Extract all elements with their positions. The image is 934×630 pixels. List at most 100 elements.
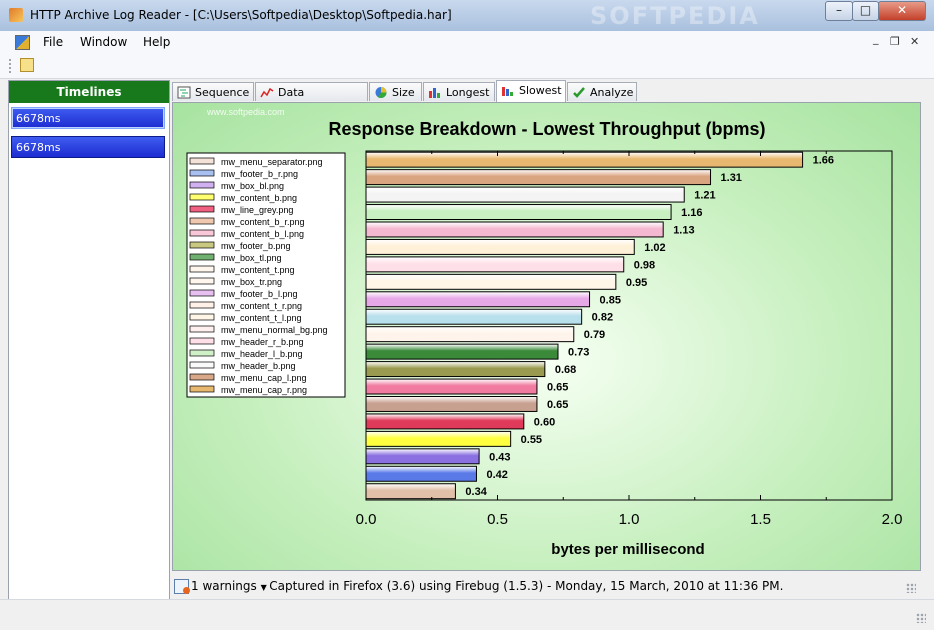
x-axis-label: bytes per millisecond — [551, 541, 704, 558]
close-button[interactable]: ✕ — [878, 1, 926, 21]
bar-value-label: 0.42 — [486, 469, 507, 481]
bar — [365, 326, 575, 343]
bar-value-label: 1.16 — [681, 207, 702, 219]
timeline-item[interactable]: 6678ms — [11, 107, 165, 129]
tab-label: Size — [392, 86, 415, 99]
tab-analyze[interactable]: Analyze — [567, 82, 637, 101]
mdi-child-icon — [15, 35, 30, 50]
legend-swatch — [189, 265, 215, 273]
bar — [365, 465, 477, 482]
toolbar — [0, 53, 934, 79]
legend-swatch — [189, 373, 215, 381]
timelines-header: Timelines — [9, 81, 169, 103]
bar — [365, 204, 672, 221]
legend-swatch — [189, 205, 215, 213]
capture-info: Captured in Firefox (3.6) using Firebug … — [269, 579, 784, 593]
open-file-icon[interactable] — [20, 58, 34, 72]
bar — [365, 396, 538, 412]
window-title: HTTP Archive Log Reader - [C:\Users\Soft… — [30, 8, 452, 22]
bar — [365, 361, 546, 378]
tab-longest[interactable]: Longest — [423, 82, 495, 101]
legend-swatch — [189, 181, 215, 189]
legend-label: mw_box_tl.png — [221, 253, 282, 263]
warning-badge-icon — [183, 587, 190, 594]
bar — [365, 483, 456, 500]
bar-value-label: 1.66 — [813, 155, 834, 167]
menu-file[interactable]: File — [43, 35, 64, 49]
bar — [365, 430, 512, 447]
bar-value-label: 0.85 — [600, 294, 621, 306]
warnings-dropdown[interactable]: 1 warnings — [191, 579, 257, 593]
maximize-button[interactable]: □ — [852, 1, 879, 21]
legend-label: mw_content_b_r.png — [221, 217, 305, 227]
mdi-minimize-button[interactable]: _ — [873, 32, 879, 45]
bar-value-label: 0.60 — [534, 416, 555, 428]
bottom-status-bar — [0, 599, 934, 630]
bar — [365, 151, 804, 168]
mdi-restore-button[interactable]: ❐ — [890, 35, 900, 48]
legend-swatch — [189, 313, 215, 321]
legend-label: mw_content_b_l.png — [221, 229, 304, 239]
chevron-down-icon[interactable]: ▼ — [260, 583, 270, 592]
legend-swatch — [189, 337, 215, 345]
bar-value-label: 0.34 — [465, 486, 487, 498]
legend-swatch — [189, 385, 215, 393]
legend-label: mw_content_t_r.png — [221, 301, 302, 311]
legend-label: mw_menu_separator.png — [221, 157, 323, 167]
bar-value-label: 0.43 — [489, 451, 510, 463]
legend-swatch — [189, 349, 215, 357]
legend-swatch — [189, 253, 215, 261]
resize-grip-icon[interactable] — [906, 583, 916, 593]
bar-value-label: 0.65 — [547, 382, 568, 394]
title-bar: HTTP Archive Log Reader - [C:\Users\Soft… — [0, 0, 934, 32]
menu-window[interactable]: Window — [80, 35, 128, 49]
bar-value-label: 0.65 — [547, 399, 568, 411]
bar-value-label: 0.82 — [592, 312, 613, 324]
legend-swatch — [189, 241, 215, 249]
timeline-item[interactable]: 6678ms — [11, 136, 165, 158]
legend-label: mw_content_t.png — [221, 265, 295, 275]
legend-swatch — [189, 277, 215, 285]
minimize-button[interactable]: – — [825, 1, 853, 21]
bar-value-label: 0.95 — [626, 277, 647, 289]
menu-help[interactable]: Help — [143, 35, 171, 49]
bar-value-label: 1.13 — [673, 224, 694, 236]
bar — [365, 238, 635, 255]
legend-label: mw_box_tr.png — [221, 277, 282, 287]
bar — [365, 378, 538, 395]
x-tick-label: 2.0 — [882, 511, 903, 528]
legend-swatch — [189, 169, 215, 177]
bar-chart-icon — [502, 87, 513, 96]
legend-swatch — [189, 193, 215, 201]
bar-value-label: 0.79 — [584, 329, 605, 341]
tab-label: Slowest — [519, 84, 562, 97]
bar — [365, 169, 712, 186]
resize-grip-icon[interactable] — [916, 613, 926, 623]
tab-label: Sequence — [195, 86, 250, 99]
legend-swatch — [189, 289, 215, 297]
legend-swatch — [189, 301, 215, 309]
legend-label: mw_menu_cap_l.png — [221, 373, 307, 383]
mdi-close-button[interactable]: ✕ — [910, 35, 920, 48]
tab-data-throughput[interactable]: Data Throughput — [255, 82, 368, 118]
bar-value-label: 0.68 — [555, 364, 576, 376]
legend-swatch — [189, 361, 215, 369]
bar — [365, 413, 525, 430]
bar — [365, 291, 591, 308]
sequence-icon — [177, 86, 191, 99]
bar-chart-icon — [429, 88, 440, 98]
menu-bar: File Window Help _ ❐ ✕ — [0, 31, 934, 53]
tab-sequence[interactable]: Sequence — [172, 82, 254, 101]
toolbar-grip[interactable] — [9, 59, 13, 73]
bar-value-label: 0.73 — [568, 347, 589, 359]
legend-label: mw_menu_cap_r.png — [221, 385, 307, 395]
legend-swatch — [189, 217, 215, 225]
legend-label: mw_footer_b_r.png — [221, 169, 298, 179]
bar-value-label: 1.02 — [644, 242, 665, 254]
bar — [365, 343, 559, 360]
legend-label: mw_content_t_l.png — [221, 313, 302, 323]
chart-area: Response Breakdown - Lowest Throughput (… — [172, 102, 921, 571]
tab-size[interactable]: Size — [369, 82, 422, 101]
bar-value-label: 1.21 — [694, 190, 715, 202]
tab-slowest[interactable]: Slowest — [496, 80, 566, 102]
